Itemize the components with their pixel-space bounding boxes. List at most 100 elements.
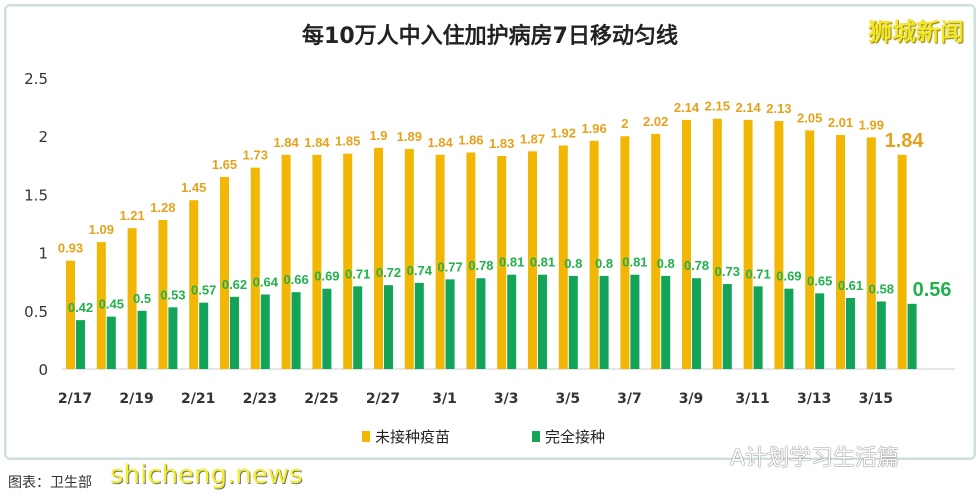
data-label: 1.84 [885,130,925,152]
data-label: 0.62 [222,277,247,292]
bar-vaccinated [260,294,270,369]
data-label: 0.8 [564,256,582,271]
data-label: 2.13 [766,101,791,116]
source-note: 图表：卫生部 [8,475,92,491]
data-label: 1.9 [369,128,387,143]
bar-unvaccinated [343,153,353,369]
bar-unvaccinated [189,200,199,369]
bar-unvaccinated [250,167,260,369]
x-tick-label: 2/19 [119,391,153,407]
data-label: 1.86 [458,132,483,147]
data-label: 1.09 [89,222,114,237]
data-label: 1.73 [243,148,268,163]
bar-vaccinated [568,275,578,369]
bar-unvaccinated [158,220,168,369]
data-label: 1.89 [397,129,422,144]
data-label: 1.28 [150,200,175,215]
x-tick-label: 3/5 [555,391,580,407]
bar-unvaccinated [774,121,784,370]
bar-vaccinated [445,279,455,369]
bar-vaccinated [353,286,363,369]
bar-vaccinated [722,284,732,369]
bar-vaccinated [753,286,763,369]
bar-unvaccinated [435,154,445,369]
legend-swatch [532,431,540,442]
data-label: 0.73 [715,264,740,279]
data-label: 0.81 [499,255,524,270]
legend-label: 未接种疫苗 [375,428,450,446]
data-label: 1.21 [119,208,144,223]
data-label: 0.5 [133,291,151,306]
bar-unvaccinated [558,145,568,369]
data-label: 0.93 [58,241,83,256]
bar-unvaccinated [743,119,753,370]
bar-vaccinated [630,274,640,369]
bar-unvaccinated [651,133,661,369]
data-label: 2.05 [797,110,822,125]
bar-vaccinated [414,282,424,369]
bar-unvaccinated [897,154,907,369]
watermark-account: A计划学习生活篇 [730,446,900,471]
bar-unvaccinated [66,260,75,369]
bar-unvaccinated [497,155,507,369]
bar-unvaccinated [682,119,691,370]
data-label: 1.87 [520,131,545,146]
bar-vaccinated [876,301,886,369]
data-label: 1.84 [427,135,453,150]
data-label: 1.84 [273,135,299,150]
data-label: 1.85 [335,134,360,149]
brand-logo: 狮城新闻 [868,18,964,46]
x-tick-label: 2/25 [304,391,338,407]
bar-vaccinated [322,288,332,369]
bar-unvaccinated [404,149,414,369]
data-label: 2.02 [643,114,668,129]
x-tick-label: 3/1 [432,391,457,407]
bar-unvaccinated [866,137,876,369]
bar-vaccinated [230,296,239,369]
data-label: 2.15 [705,99,730,114]
data-label: 0.8 [657,256,675,271]
x-tick-label: 2/23 [243,391,277,407]
data-label: 0.69 [776,269,801,284]
data-label: 0.58 [869,281,894,296]
chart-title: 每10万人中入住加护病房7日移动匀线 [302,24,678,49]
bar-unvaccinated [620,136,630,369]
x-tick-label: 2/21 [181,391,215,407]
y-tick-label: 0 [38,361,48,379]
bar-vaccinated [291,292,301,369]
data-label: 0.78 [468,258,493,273]
data-label: 0.81 [622,255,647,270]
bar-vaccinated [199,302,209,369]
legend-swatch [362,431,370,442]
bar-unvaccinated [312,154,322,369]
bar-unvaccinated [281,154,291,369]
watermark-site: shicheng.news [110,460,303,490]
x-tick-label: 3/3 [494,391,519,407]
x-tick-label: 3/7 [617,391,642,407]
data-label: 0.53 [160,287,185,302]
data-label: 0.78 [684,258,709,273]
bar-vaccinated [476,278,486,369]
data-label: 0.71 [745,266,770,281]
y-tick-label: 1.5 [24,186,48,204]
data-label: 1.92 [551,126,576,141]
data-label: 0.45 [99,297,124,312]
bar-unvaccinated [220,176,229,369]
bar-vaccinated [76,320,85,369]
bar-unvaccinated [528,151,537,369]
bar-vaccinated [692,278,701,369]
x-tick-label: 3/13 [797,391,831,407]
data-label: 2 [621,116,628,131]
data-label: 1.84 [304,135,330,150]
bar-unvaccinated [374,147,383,369]
bar-unvaccinated [712,118,722,370]
bar-unvaccinated [127,228,137,369]
data-label: 2.01 [828,115,853,130]
data-label: 0.57 [191,283,216,298]
data-label: 2.14 [735,100,761,115]
bar-vaccinated [846,297,855,369]
bar-vaccinated [168,307,178,369]
bar-vaccinated [661,275,671,369]
data-label: 0.65 [807,273,832,288]
